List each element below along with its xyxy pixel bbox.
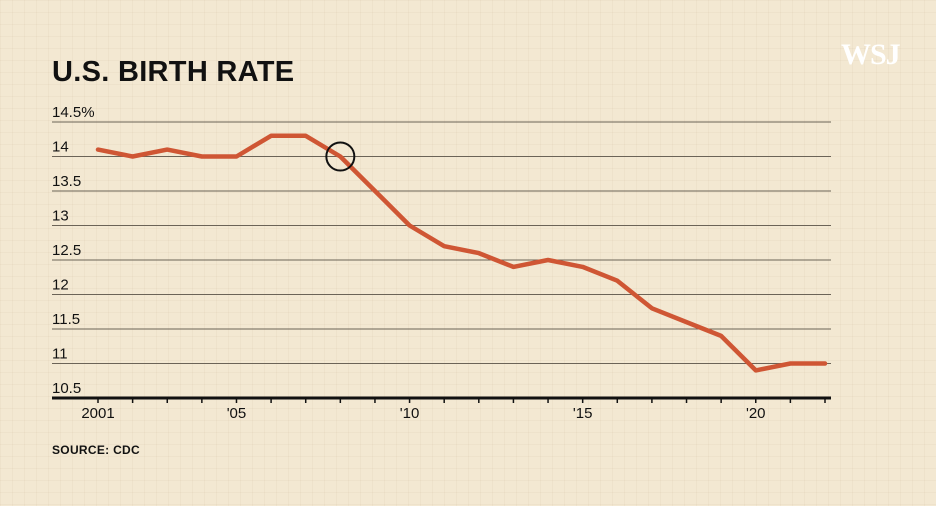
y-tick-label: 12: [52, 277, 69, 294]
chart-title: U.S. BIRTH RATE: [52, 56, 295, 88]
x-axis-tick-labels: 2001 '05 '10 '15 '20: [81, 405, 765, 422]
y-tick-label: 10.5: [52, 380, 81, 397]
y-axis-tick-labels: 14.5% 14 13.5 13 12.5 12 11.5 11 10.5: [52, 104, 95, 397]
gridlines: [52, 121, 831, 400]
highlight-circle: [325, 141, 356, 172]
y-tick-label: 14: [52, 139, 69, 156]
x-tick-label: '20: [746, 405, 766, 422]
annotations: [325, 141, 356, 172]
x-tick-label: '10: [400, 405, 420, 422]
y-tick-label: 11.5: [52, 311, 80, 328]
x-axis-ticks: [97, 398, 826, 403]
source-note: SOURCE: CDC: [52, 443, 140, 457]
x-tick-label: '05: [227, 405, 247, 422]
y-tick-label: 12.5: [52, 242, 81, 259]
data-series: [95, 133, 828, 373]
x-tick-label: 2001: [81, 405, 114, 422]
wsj-logo: WSJ: [841, 38, 901, 71]
birth-rate-line: [95, 133, 828, 373]
y-tick-label: 11: [52, 346, 68, 363]
y-tick-label: 13: [52, 208, 69, 225]
x-tick-label: '15: [573, 405, 593, 422]
y-tick-label: 13.5: [52, 173, 81, 190]
y-tick-label: 14.5%: [52, 104, 95, 121]
